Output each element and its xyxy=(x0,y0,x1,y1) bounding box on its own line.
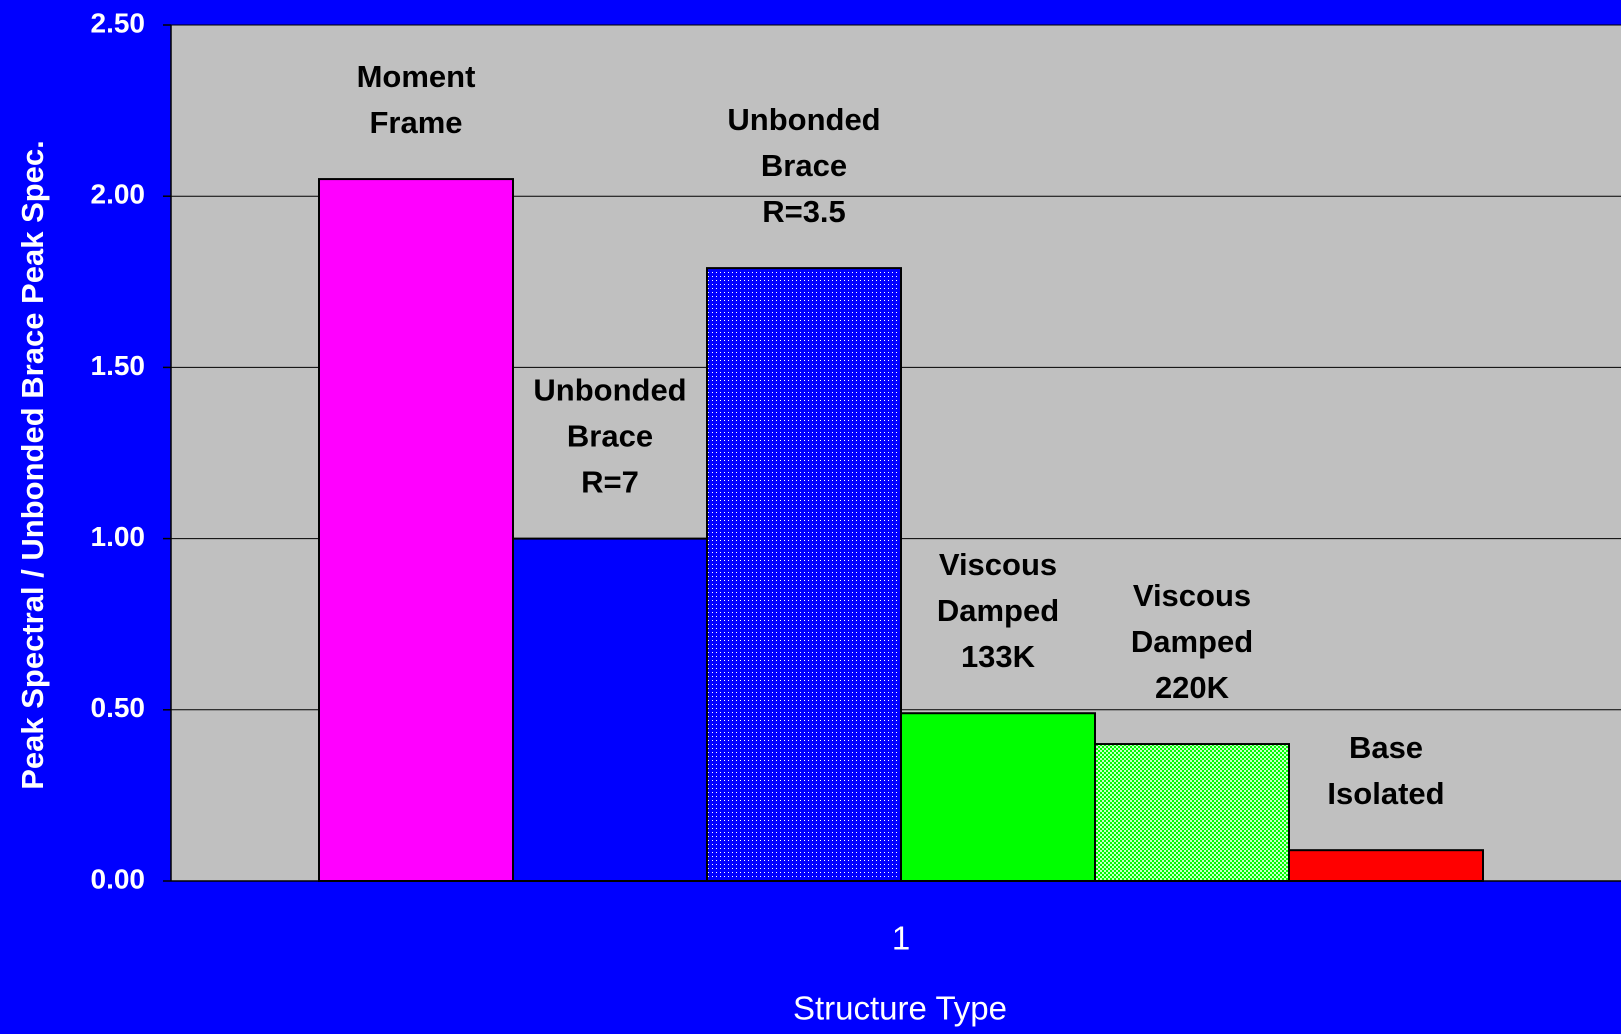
series-label: Unbonded Brace R=3.5 xyxy=(727,102,880,229)
bar xyxy=(1288,849,1484,883)
bar xyxy=(512,537,708,882)
series-label: Viscous Damped 220K xyxy=(1131,578,1253,705)
x-tick-label: 1 xyxy=(892,920,910,957)
y-axis-title: Peak Spectral / Unbonded Brace Peak Spec… xyxy=(15,140,50,790)
series-label: Viscous Damped 133K xyxy=(937,547,1059,674)
y-tick-label: 0.00 xyxy=(91,863,146,894)
series-label: Unbonded Brace R=7 xyxy=(533,373,686,500)
series-label: Base Isolated xyxy=(1327,730,1444,811)
bar xyxy=(900,712,1096,882)
y-tick-label: 2.50 xyxy=(91,7,146,38)
y-tick-label: 1.00 xyxy=(91,521,146,552)
y-tick-label: 2.00 xyxy=(91,179,146,210)
bar xyxy=(1094,743,1290,882)
y-tick-label: 1.50 xyxy=(91,350,146,381)
series-label: Moment Frame xyxy=(357,59,476,140)
y-tick-label: 0.50 xyxy=(91,692,146,723)
bar xyxy=(318,178,514,882)
bar xyxy=(706,267,902,882)
x-axis-title: Structure Type xyxy=(793,990,1007,1027)
